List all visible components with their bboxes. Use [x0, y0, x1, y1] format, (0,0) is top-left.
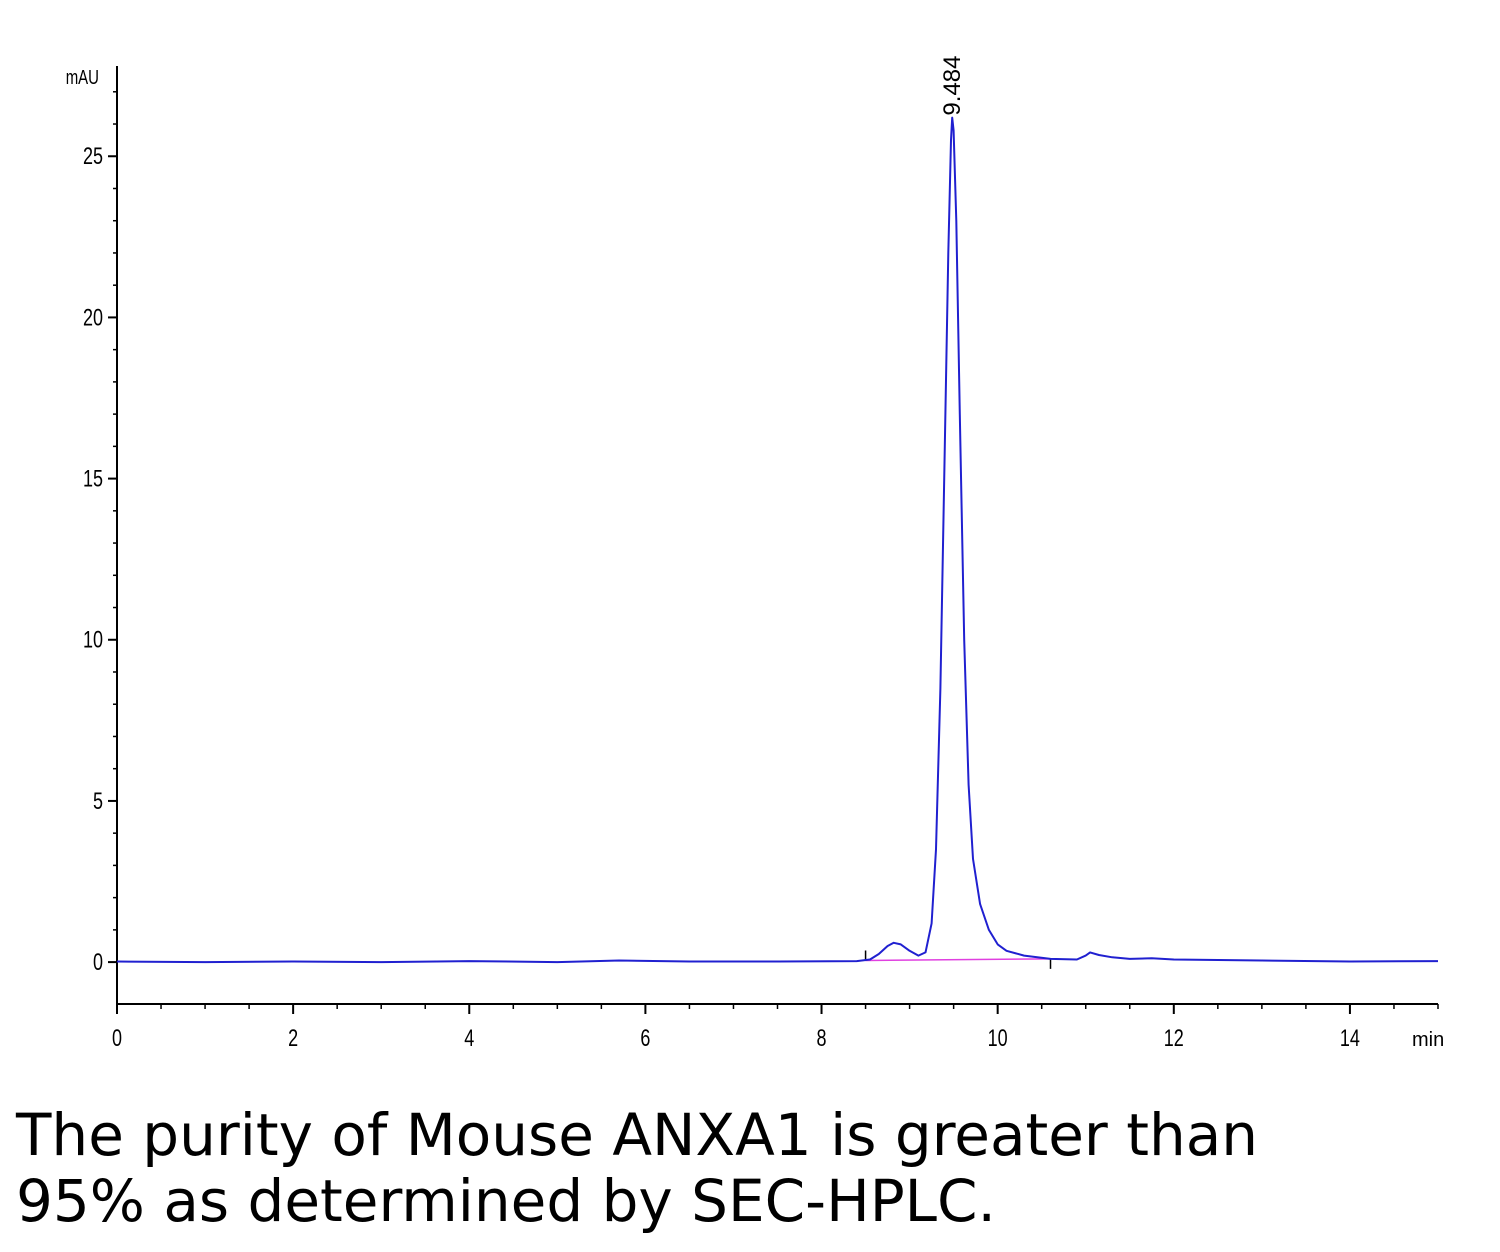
x-tick-label: 10 [988, 1026, 1008, 1052]
x-tick-label: 12 [1164, 1026, 1184, 1052]
x-axis: 0 2 4 6 8 10 12 14 min [112, 1003, 1444, 1052]
x-tick-label: 14 [1340, 1026, 1360, 1052]
y-axis: 0 5 10 15 20 25 mAU [66, 66, 118, 1004]
x-tick-label: 6 [640, 1026, 650, 1052]
y-tick-label: 20 [83, 305, 103, 331]
y-tick-label: 15 [83, 466, 103, 492]
x-tick-label: 2 [288, 1026, 298, 1052]
caption-line-1: The purity of Mouse ANXA1 is greater tha… [16, 1101, 1259, 1169]
y-tick-label: 5 [93, 789, 103, 815]
integration-baseline [865, 958, 1051, 962]
x-tick-label: 8 [817, 1026, 827, 1052]
chromatogram-trace [116, 116, 1439, 964]
x-tick-label: 0 [112, 1026, 122, 1052]
y-tick-label: 10 [83, 627, 103, 653]
x-axis-label: min [1412, 1029, 1444, 1051]
y-tick-label: 0 [93, 950, 103, 976]
figure-caption: The purity of Mouse ANXA1 is greater tha… [16, 1102, 1476, 1234]
caption-line-2: 95% as determined by SEC-HPLC. [16, 1167, 996, 1235]
y-tick-label: 25 [83, 144, 103, 170]
y-axis-label: mAU [66, 66, 99, 89]
chromatogram: 0 5 10 15 20 25 mAU 0 2 4 6 8 10 12 14 min 9.484 [66, 56, 1445, 1052]
peak-retention-label: 9.484 [939, 56, 966, 116]
x-tick-label: 4 [464, 1026, 474, 1052]
